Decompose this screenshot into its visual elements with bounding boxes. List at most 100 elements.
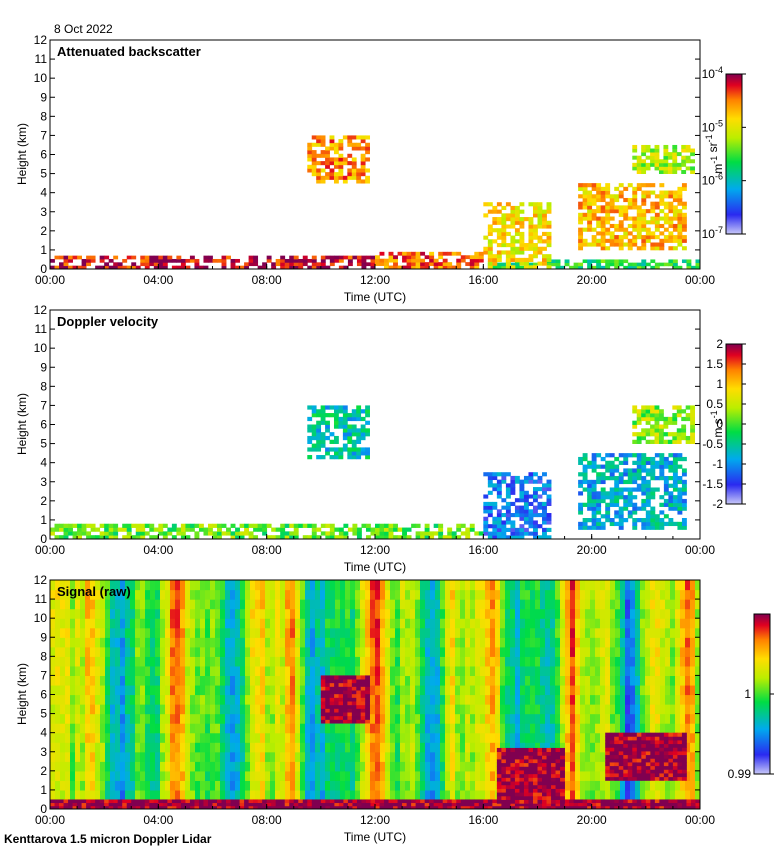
signal-cell xyxy=(400,789,406,801)
signal-cell xyxy=(545,627,551,638)
signal-cell xyxy=(585,627,591,638)
signal-cell xyxy=(520,675,526,686)
signal-cell xyxy=(445,761,451,772)
echo-cell xyxy=(492,265,498,269)
echo-cell xyxy=(623,205,629,210)
echo-cell xyxy=(131,535,137,539)
signal-cell xyxy=(420,761,426,772)
signal-cell xyxy=(425,713,431,724)
echo-cell xyxy=(293,262,299,267)
signal-cell xyxy=(310,637,316,648)
signal-cell xyxy=(85,732,91,743)
echo-cell xyxy=(239,531,245,536)
echo-cell xyxy=(681,468,687,473)
signal-cell xyxy=(425,675,431,686)
echo-cell xyxy=(672,144,678,149)
signal-cell xyxy=(395,742,401,753)
signal-cell xyxy=(485,637,491,648)
signal-cell xyxy=(155,751,161,762)
signal-cell xyxy=(305,761,311,772)
echo-cell xyxy=(677,201,683,206)
echo-cell xyxy=(532,520,538,525)
echo-cell xyxy=(212,531,218,536)
signal-cell xyxy=(80,723,86,734)
signal-cell xyxy=(80,684,86,696)
signal-cell xyxy=(570,684,576,696)
echo-cell xyxy=(519,250,525,255)
signal-cell xyxy=(85,627,91,638)
signal-cell xyxy=(195,713,201,724)
echo-cell xyxy=(501,262,507,267)
signal-cell xyxy=(515,665,521,677)
signal-cell xyxy=(130,780,136,791)
signal-cell xyxy=(85,723,91,734)
signal-cell xyxy=(180,646,186,657)
signal-cell xyxy=(255,618,261,629)
signal-cell xyxy=(125,789,131,801)
signal-cell xyxy=(420,618,426,629)
signal-cell xyxy=(65,694,71,705)
signal-cell xyxy=(610,780,616,791)
signal-cell xyxy=(310,684,316,696)
echo-cell xyxy=(668,468,674,473)
signal-cell xyxy=(275,627,281,638)
echo-cell xyxy=(505,472,511,477)
signal-cell xyxy=(450,599,456,610)
signal-cell xyxy=(435,684,441,696)
signal-cell xyxy=(140,627,146,638)
echo-cell xyxy=(667,439,673,444)
signal-cell xyxy=(525,713,531,724)
echo-cell xyxy=(627,479,633,485)
signal-cell xyxy=(450,589,456,600)
signal-cell xyxy=(245,704,251,715)
echo-cell xyxy=(658,413,664,418)
signal-cell xyxy=(585,618,591,629)
echo-cell xyxy=(81,523,87,528)
echo-cell xyxy=(636,420,642,425)
echo-cell xyxy=(384,527,389,532)
echo-cell xyxy=(623,235,629,240)
signal-cell xyxy=(250,608,256,619)
signal-cell xyxy=(300,713,306,724)
signal-cell xyxy=(130,704,136,715)
signal-cell xyxy=(570,713,576,724)
echo-cell xyxy=(659,456,665,462)
signal-cell xyxy=(445,599,451,610)
echo-cell xyxy=(338,455,344,460)
echo-cell xyxy=(632,186,638,191)
signal-cell xyxy=(335,646,341,657)
echo-cell xyxy=(514,209,520,214)
echo-cell xyxy=(650,259,656,264)
signal-cell xyxy=(510,637,516,648)
echo-cell xyxy=(654,242,660,247)
echo-cell xyxy=(609,216,615,221)
signal-cell xyxy=(165,627,171,638)
signal-cell xyxy=(190,770,196,781)
signal-cell xyxy=(600,580,606,591)
signal-cell xyxy=(380,723,386,734)
echo-cell xyxy=(582,525,588,530)
signal-cell xyxy=(455,694,461,705)
echo-cell xyxy=(614,514,620,519)
signal-cell xyxy=(105,637,111,648)
signal-cell xyxy=(365,599,371,610)
echo-cell xyxy=(411,258,417,263)
signal-cell xyxy=(520,694,526,705)
signal-cell xyxy=(155,627,161,638)
echo-cell xyxy=(311,142,317,147)
echo-cell xyxy=(627,242,633,247)
signal-cell xyxy=(580,704,586,715)
signal-cell xyxy=(615,646,621,657)
signal-cell xyxy=(465,751,471,762)
signal-cell xyxy=(595,770,601,781)
echo-cell xyxy=(347,439,353,444)
signal-cell xyxy=(320,656,326,667)
echo-cell xyxy=(582,487,588,492)
signal-cell xyxy=(300,627,306,638)
echo-cell xyxy=(596,220,602,225)
echo-cell xyxy=(659,223,665,229)
echo-cell xyxy=(496,516,502,521)
signal-cell xyxy=(610,599,616,610)
echo-cell xyxy=(235,265,240,269)
echo-cell xyxy=(659,521,665,527)
